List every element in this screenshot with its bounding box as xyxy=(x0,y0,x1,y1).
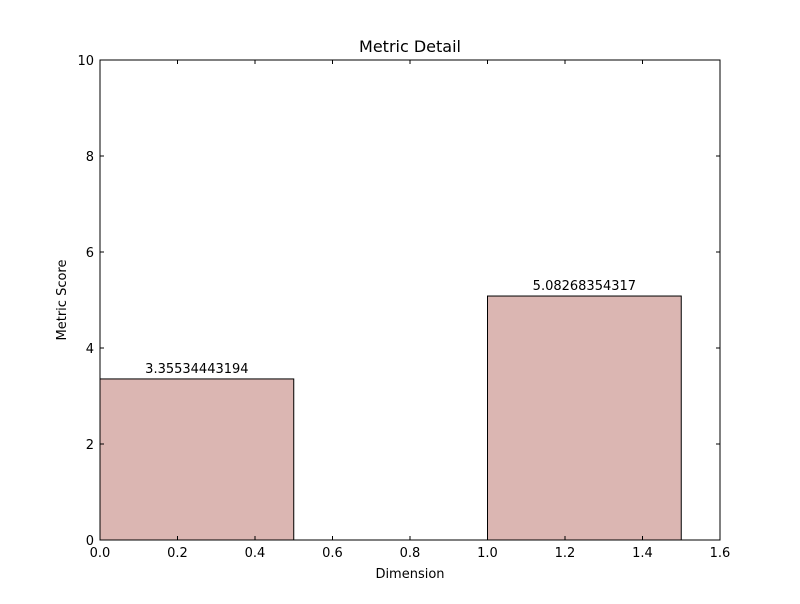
x-tick-label-7: 1.4 xyxy=(632,546,653,561)
bars-layer xyxy=(99,295,682,541)
y-axis-ticks: 0 2 4 6 8 10 xyxy=(77,54,720,549)
x-tick-label-2: 0.4 xyxy=(245,546,266,561)
x-tick-label-4: 0.8 xyxy=(400,546,421,561)
y-tick-label-0: 0 xyxy=(86,534,94,549)
x-tick-label-1: 0.2 xyxy=(167,546,188,561)
chart-title: Metric Detail xyxy=(359,37,461,56)
bar-value-label-1: 5.08268354317 xyxy=(533,279,636,294)
x-tick-label-0: 0.0 xyxy=(90,546,111,561)
bar-1 xyxy=(487,295,682,541)
y-tick-label-5: 10 xyxy=(77,54,94,69)
x-axis-ticks: 0.0 0.2 0.4 0.6 0.8 1.0 1.2 1.4 1.6 xyxy=(90,60,731,561)
y-tick-label-4: 8 xyxy=(86,150,94,165)
x-tick-label-6: 1.2 xyxy=(555,546,576,561)
x-tick-label-3: 0.6 xyxy=(322,546,343,561)
value-labels-layer: 3.35534443194 5.08268354317 xyxy=(145,279,636,377)
x-tick-label-5: 1.0 xyxy=(477,546,498,561)
y-axis-label: Metric Score xyxy=(55,260,70,341)
y-tick-label-3: 6 xyxy=(86,246,94,261)
bar-value-label-0: 3.35534443194 xyxy=(145,362,248,377)
bar-0 xyxy=(99,378,295,541)
y-tick-label-2: 4 xyxy=(86,342,94,357)
y-tick-label-1: 2 xyxy=(86,438,94,453)
x-axis-label: Dimension xyxy=(375,567,444,582)
x-tick-label-8: 1.6 xyxy=(710,546,731,561)
